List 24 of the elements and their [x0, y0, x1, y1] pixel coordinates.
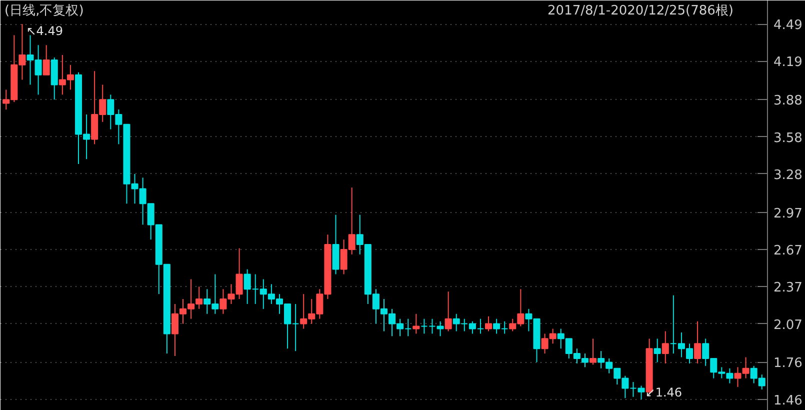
- annotation: ↙1.46: [645, 385, 682, 400]
- candlestick: [662, 330, 669, 364]
- candlestick: [654, 338, 661, 363]
- y-tick-label: 4.19: [774, 55, 802, 70]
- candlestick: [420, 318, 428, 334]
- y-tick-label: 2.07: [774, 318, 802, 333]
- y-tick-label: 1.46: [774, 393, 802, 408]
- y-tick-label: 2.37: [774, 280, 802, 296]
- y-tick-label: 2.67: [774, 243, 802, 258]
- candlestick: [444, 291, 452, 332]
- candlestick: [590, 338, 597, 366]
- candlestick: [42, 44, 50, 76]
- candlestick: [485, 316, 492, 332]
- y-tick-label: 1.76: [774, 356, 802, 372]
- annotation: 2017/8/1-2020/12/25(786根): [548, 4, 734, 18]
- y-tick-label: 2.97: [774, 206, 802, 222]
- y-tick-label: 3.88: [774, 94, 802, 109]
- chart-title: (日线,不复权): [4, 4, 84, 18]
- annotation: ↖4.49: [26, 24, 64, 38]
- candlestick: [694, 320, 702, 364]
- candlestick: [638, 385, 645, 400]
- y-tick-label: 4.49: [774, 18, 802, 34]
- y-tick-label: 3.28: [774, 168, 802, 183]
- y-tick-label: 3.58: [774, 130, 802, 146]
